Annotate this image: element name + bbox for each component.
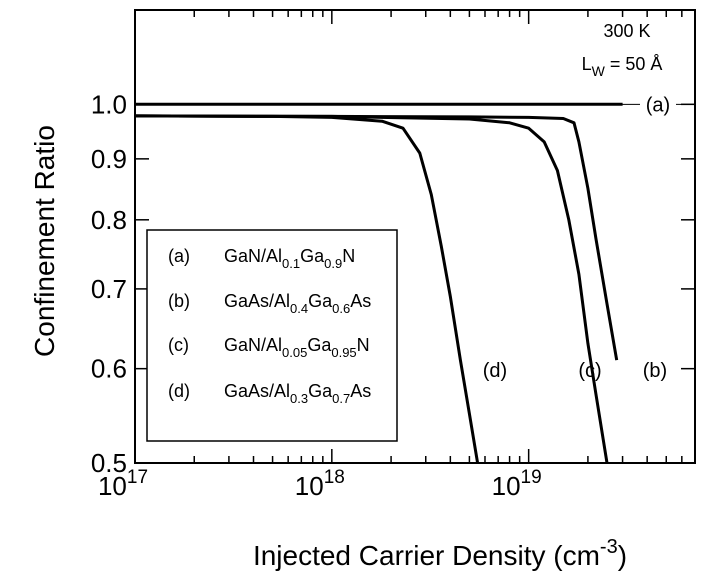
svg-text:LW = 50 Å: LW = 50 Å: [582, 54, 663, 79]
y-axis-label: Confinement Ratio: [29, 125, 60, 357]
x-tick-label: 1018: [295, 467, 345, 501]
series-c-label: (c): [578, 360, 601, 382]
x-tick-label: 1019: [492, 467, 542, 501]
series-d-label: (d): [483, 360, 507, 382]
legend: (a) GaN/Al0.1Ga0.9N (b) GaAs/Al0.4Ga0.6As (c…: [146, 229, 398, 442]
svg-text:300 K: 300 K: [603, 21, 650, 41]
y-tick-label: 0.7: [91, 274, 127, 304]
y-tick-label: 0.8: [91, 205, 127, 235]
legend-entry-key: (c): [168, 335, 189, 355]
axis-ticks: [134, 10, 696, 464]
series-b-label: (b): [643, 360, 667, 382]
legend-entry-key: (b): [168, 291, 190, 311]
data-curves: [134, 102, 623, 464]
curve-labels: (a) (b) (c) (d): [483, 94, 695, 382]
legend-entry-label: GaN/Al0.1Ga0.9N: [224, 246, 355, 271]
plot-frame: [134, 9, 696, 464]
legend-entry-label: GaN/Al0.05Ga0.95N: [224, 335, 370, 360]
y-tick-labels: 0.5 0.6 0.7 0.8 0.9 1.0: [91, 89, 127, 478]
legend-entry: (d) GaAs/Al0.3Ga0.7As: [168, 381, 371, 406]
x-axis-label: Injected Carrier Density (cm-3): [253, 536, 627, 571]
series-a-label: (a): [646, 94, 670, 116]
conditions-annotation: 300 K LW = 50 Å: [582, 21, 663, 79]
legend-entry-key: (d): [168, 381, 190, 401]
legend-entry-label: GaAs/Al0.4Ga0.6As: [224, 291, 371, 316]
y-tick-label: 0.6: [91, 354, 127, 384]
y-tick-label: 0.9: [91, 144, 127, 174]
legend-box: [146, 229, 398, 442]
series-c-line: [134, 114, 609, 464]
y-tick-label: 1.0: [91, 89, 127, 119]
legend-entry: (b) GaAs/Al0.4Ga0.6As: [168, 291, 371, 316]
legend-entry: (c) GaN/Al0.05Ga0.95N: [168, 335, 370, 360]
x-tick-labels: 1017 1018 1019: [98, 467, 542, 501]
series-d-line: [134, 114, 480, 464]
legend-entry-key: (a): [168, 246, 190, 266]
x-tick-label: 1017: [98, 467, 148, 501]
y-tick-label: 0.5: [91, 448, 127, 478]
legend-entry-label: GaAs/Al0.3Ga0.7As: [224, 381, 371, 406]
legend-entry: (a) GaN/Al0.1Ga0.9N: [168, 246, 355, 271]
